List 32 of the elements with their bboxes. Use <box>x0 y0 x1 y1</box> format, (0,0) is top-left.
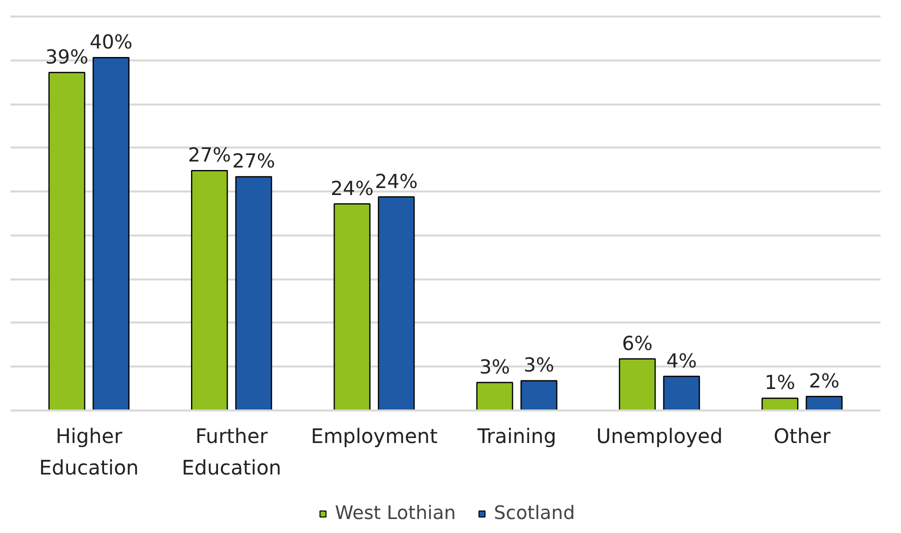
data-label: 40% <box>90 30 133 54</box>
legend-label: West Lothian <box>335 503 456 524</box>
bar <box>334 203 371 410</box>
x-tick-label: Other <box>774 424 832 448</box>
x-tick-label: Further Education <box>182 424 282 480</box>
bar <box>378 196 415 410</box>
data-label: 24% <box>330 176 374 200</box>
x-tick-label: Employment <box>310 424 438 448</box>
bar <box>520 380 558 410</box>
data-label: 24% <box>374 170 418 193</box>
data-label: 27% <box>232 150 276 173</box>
bar <box>48 72 86 410</box>
x-tick-label: Training <box>476 424 556 448</box>
bar <box>191 170 228 410</box>
x-tick-label: Higher Education <box>39 424 139 480</box>
data-label: 2% <box>808 369 840 392</box>
bar <box>762 398 798 410</box>
data-label: 4% <box>666 349 697 372</box>
bar <box>92 57 130 410</box>
bar <box>618 358 656 410</box>
data-label: 6% <box>622 332 653 355</box>
data-label: 3% <box>524 354 554 377</box>
bar <box>663 376 700 410</box>
data-label: 3% <box>479 355 510 378</box>
data-label: 1% <box>764 371 796 394</box>
bar <box>235 176 272 410</box>
bar <box>476 382 514 410</box>
data-label: 27% <box>188 144 231 167</box>
bar <box>806 396 843 410</box>
legend-label: Scotland <box>494 503 575 524</box>
x-tick-label: Unemployed <box>596 424 723 448</box>
data-label: 39% <box>45 46 88 69</box>
